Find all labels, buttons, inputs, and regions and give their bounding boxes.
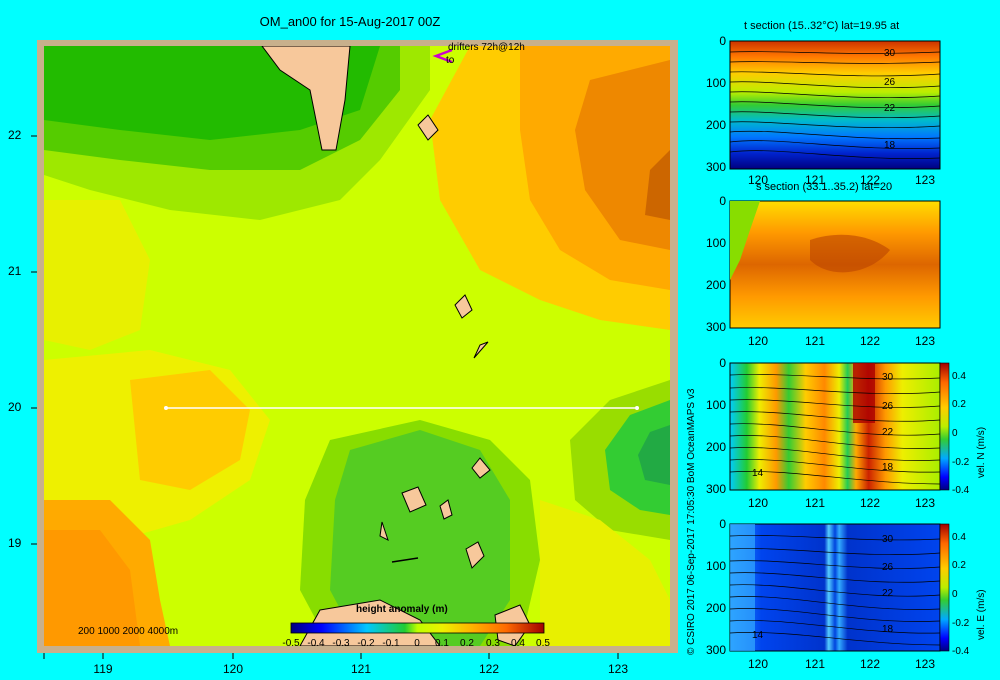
p1-contour-label: 26 (884, 77, 896, 88)
p2-xtick: 123 (915, 334, 936, 348)
credit-text: © CSIRO 2017 06-Sep-2017 17:05:30 BoM Oc… (686, 388, 697, 655)
panel2-title: s section (33.1..35.2) lat=20 (756, 181, 893, 193)
p4-cb-tick: 0.4 (952, 532, 966, 543)
p3-cb-tick: 0.2 (952, 399, 966, 410)
p4-xtick: 122 (860, 657, 881, 671)
p3-contour-label: 22 (882, 427, 894, 438)
lon-tick: 121 (350, 662, 372, 676)
lon-tick: 122 (478, 662, 500, 676)
p4-ytick: 0 (719, 517, 726, 531)
p3-ytick: 300 (705, 482, 726, 496)
p3-xtick: 121 (805, 496, 826, 510)
velN-colorbar (939, 362, 950, 491)
colorbar-title: height anomaly (m) (356, 604, 448, 615)
lon-tick: 119 (93, 662, 113, 676)
lat-tick: 19 (8, 536, 22, 550)
cb-tick: 0 (414, 638, 420, 649)
cb-tick: 0.2 (460, 638, 474, 649)
drifter-marker-icon (432, 48, 453, 64)
p4-contour-label: 14 (752, 630, 764, 641)
cb-tick: 0.1 (435, 638, 449, 649)
lon-tick: 123 (607, 662, 629, 676)
depth-legend: 200 1000 2000 4000m (78, 626, 179, 637)
lat-tick: 21 (8, 264, 22, 278)
p1-xtick: 123 (915, 173, 936, 187)
lon-tick: 120 (222, 662, 244, 676)
p4-cb-tick: 0 (952, 589, 958, 600)
p3-xtick: 120 (748, 496, 769, 510)
p1-ytick: 200 (705, 118, 726, 132)
p1-xtick: 121 (805, 173, 826, 187)
p4-cb-tick: -0.2 (952, 618, 970, 629)
p4-ytick: 200 (705, 601, 726, 615)
temp-section-plot (729, 40, 941, 170)
cb-tick: -0.2 (357, 638, 375, 649)
p4-cb-tick: 0.2 (952, 560, 966, 571)
p4-contour-label: 26 (882, 562, 894, 573)
p3-xtick: 123 (915, 496, 936, 510)
p4-contour-label: 30 (882, 534, 894, 545)
p1-ytick: 0 (719, 34, 726, 48)
drifters-to-label: to (446, 55, 455, 66)
p4-xtick: 121 (805, 657, 826, 671)
p3-cbar-label: vel. N (m/s) (976, 426, 987, 478)
p3-xtick: 122 (860, 496, 881, 510)
p1-xtick: 122 (860, 173, 881, 187)
lat-tick: 22 (8, 128, 22, 142)
p4-contour-label: 18 (882, 624, 894, 635)
p1-contour-label: 18 (884, 140, 896, 151)
p3-contour-label: 14 (752, 468, 764, 479)
height-colorbar (290, 622, 545, 634)
p1-xtick: 120 (748, 173, 769, 187)
p3-ytick: 200 (705, 440, 726, 454)
p4-ytick: 300 (705, 643, 726, 657)
p1-contour-label: 30 (884, 48, 896, 59)
cb-tick: -0.3 (332, 638, 350, 649)
p1-contour-label: 22 (884, 103, 896, 114)
p4-cbar-label: vel. E (m/s) (976, 589, 987, 640)
lat-tick: 20 (8, 400, 22, 414)
cb-tick: -0.5 (282, 638, 300, 649)
cb-tick: -0.4 (307, 638, 325, 649)
p2-xtick: 120 (748, 334, 769, 348)
height-anomaly-map (31, 40, 678, 659)
p3-ytick: 0 (719, 356, 726, 370)
p2-ytick: 200 (705, 278, 726, 292)
p4-xtick: 123 (915, 657, 936, 671)
p2-xtick: 122 (860, 334, 881, 348)
p4-xtick: 120 (748, 657, 769, 671)
p3-contour-label: 18 (882, 462, 894, 473)
p3-cb-tick: -0.2 (952, 457, 970, 468)
p3-ytick: 100 (705, 398, 726, 412)
p2-ytick: 300 (705, 320, 726, 334)
p2-ytick: 100 (705, 236, 726, 250)
panel1-title: t section (15..32°C) lat=19.95 at (744, 20, 900, 32)
p3-cb-tick: -0.4 (952, 485, 970, 496)
p4-contour-label: 22 (882, 588, 894, 599)
p1-ytick: 300 (705, 160, 726, 174)
section-panels (729, 40, 950, 652)
p3-contour-label: 26 (882, 401, 894, 412)
p4-ytick: 100 (705, 559, 726, 573)
velN-section-plot (729, 362, 941, 491)
p2-xtick: 121 (805, 334, 826, 348)
p1-ytick: 100 (705, 76, 726, 90)
cb-tick: -0.1 (382, 638, 400, 649)
p2-ytick: 0 (719, 194, 726, 208)
p3-cb-tick: 0 (952, 428, 958, 439)
p4-cb-tick: -0.4 (952, 646, 970, 657)
map-title: OM_an00 for 15-Aug-2017 00Z (259, 14, 441, 29)
cb-tick: 0.3 (486, 638, 500, 649)
velE-colorbar (939, 523, 950, 652)
drifters-label: drifters 72h@12h (448, 42, 525, 53)
cb-tick: 0.4 (511, 638, 525, 649)
cb-tick: 0.5 (536, 638, 550, 649)
land-taiwan (261, 46, 351, 151)
p3-cb-tick: 0.4 (952, 371, 966, 382)
p3-contour-label: 30 (882, 372, 894, 383)
